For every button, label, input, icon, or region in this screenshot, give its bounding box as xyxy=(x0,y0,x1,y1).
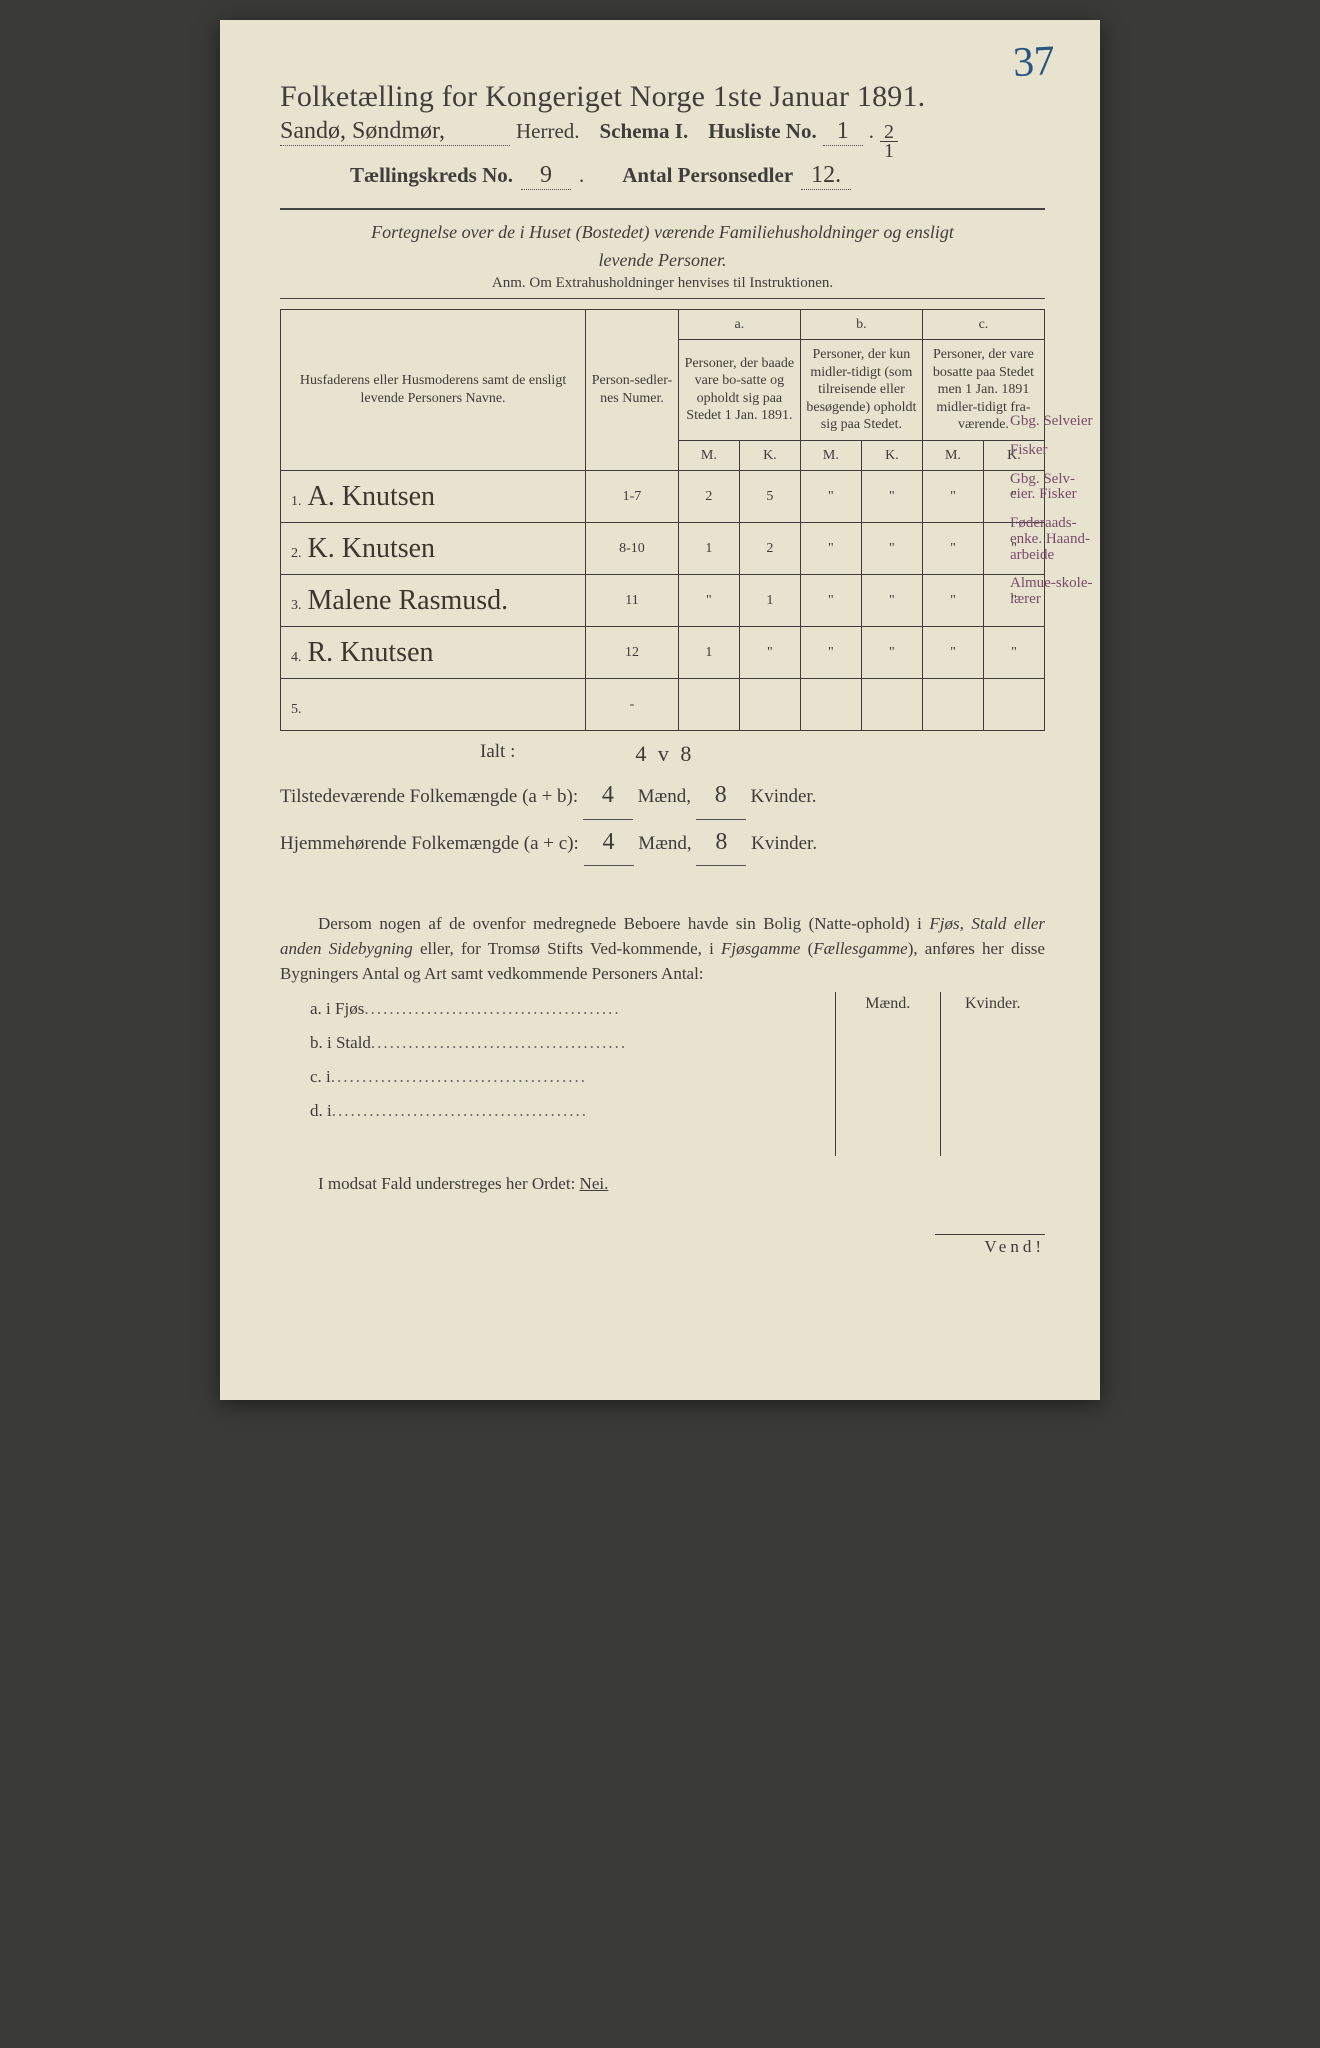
totals-l1-m: 4 xyxy=(583,773,633,820)
antal-no: 12. xyxy=(801,162,851,190)
totals-l2-label: Hjemmehørende Folkemængde (a + c): xyxy=(280,833,579,854)
husliste-no: 1 xyxy=(823,118,863,146)
census-form-page: 37 Folketælling for Kongeriget Norge 1st… xyxy=(220,20,1100,1400)
totals-l2-k: 8 xyxy=(696,820,746,867)
margin-note: Almue-skole-lærer xyxy=(1010,576,1094,608)
th-num: Person-sedler-nes Numer. xyxy=(586,309,679,471)
kreds-no: 9 xyxy=(521,162,571,190)
side-maend-header: Mænd. xyxy=(836,992,941,1020)
herred-label: Herred. xyxy=(516,119,580,144)
totals-l1-k: 8 xyxy=(696,773,746,820)
margin-note: Gbg. Selveier xyxy=(1010,414,1094,430)
totals-block: Tilstedeværende Folkemængde (a + b): 4 M… xyxy=(280,773,1045,866)
th-a-k: K. xyxy=(739,440,800,471)
separator xyxy=(280,208,1045,210)
margin-notes: Gbg. Selveier Fisker Gbg. Selv-eier. Fiske… xyxy=(1010,414,1094,621)
husliste-fraction: 2 1 xyxy=(880,123,898,160)
side-d: d. i xyxy=(310,1101,332,1120)
th-a-m: M. xyxy=(678,440,739,471)
fortegnelse-line1: Fortegnelse over de i Huset (Bostedet) v… xyxy=(280,220,1045,244)
margin-note: Fisker xyxy=(1010,443,1094,459)
ialt-handwritten: 4 v 8 xyxy=(635,741,691,767)
husliste-label: Husliste No. xyxy=(708,119,817,144)
th-c-m: M. xyxy=(922,440,983,471)
side-left: a. i Fjøs b. i Stald c. i d. i xyxy=(280,992,835,1156)
antal-label: Antal Personsedler xyxy=(622,163,793,188)
th-c-top: c. xyxy=(922,309,1044,340)
side-kvinder-header: Kvinder. xyxy=(941,992,1046,1020)
totals-l2-m: 4 xyxy=(584,820,634,867)
maend-label: Mænd, xyxy=(638,786,691,807)
page-number-handwritten: 37 xyxy=(1012,37,1056,87)
main-table: Husfaderens eller Husmoderens samt de en… xyxy=(280,309,1045,732)
th-name: Husfaderens eller Husmoderens samt de en… xyxy=(281,309,586,471)
header-line-2: Sandø, Søndmør, Herred. Schema I. Huslis… xyxy=(280,118,1045,160)
th-a: Personer, der baade vare bo-satte og oph… xyxy=(678,340,800,441)
table-row: 4.R. Knutsen121""""" xyxy=(281,627,1045,679)
fortegnelse-line2: levende Personer. xyxy=(280,248,1045,272)
margin-note: Gbg. Selv-eier. Fisker xyxy=(1010,472,1094,504)
totals-l1-label: Tilstedeværende Folkemængde (a + b): xyxy=(280,786,578,807)
side-table: a. i Fjøs b. i Stald c. i d. i Mænd. Kvi… xyxy=(280,992,1045,1156)
schema-label: Schema I. xyxy=(600,119,689,144)
table-row: 1.A. Knutsen1-725"""" xyxy=(281,471,1045,523)
husliste-frac-bot: 1 xyxy=(884,142,894,160)
th-b: Personer, der kun midler-tidigt (som til… xyxy=(800,340,922,441)
side-b: b. i Stald xyxy=(310,1033,371,1052)
kreds-label: Tællingskreds No. xyxy=(350,163,513,188)
ialt-row: Ialt : 4 v 8 xyxy=(280,741,1045,767)
header-line-3: Tællingskreds No. 9 . Antal Personsedler… xyxy=(280,162,1045,190)
anm-line: Anm. Om Extrahusholdninger henvises til … xyxy=(280,275,1045,292)
th-b-top: b. xyxy=(800,309,922,340)
maend-label: Mænd, xyxy=(638,833,691,854)
herred-handwritten: Sandø, Søndmør, xyxy=(280,118,510,146)
th-a-top: a. xyxy=(678,309,800,340)
table-row: 3.Malene Rasmusd.11"1"""" xyxy=(281,575,1045,627)
margin-note: Føderaads-enke. Haand-arbeide xyxy=(1010,516,1094,563)
kvinder-label: Kvinder. xyxy=(750,786,816,807)
side-right: Mænd. Kvinder. xyxy=(835,992,1045,1156)
form-title: Folketælling for Kongeriget Norge 1ste J… xyxy=(280,80,1045,114)
side-c: c. i xyxy=(310,1067,331,1086)
table-row: 2.K. Knutsen8-1012"""" xyxy=(281,523,1045,575)
th-b-m: M. xyxy=(800,440,861,471)
separator-thin xyxy=(280,298,1045,299)
paragraph-fjos: Dersom nogen af de ovenfor medregnede Be… xyxy=(280,912,1045,986)
table-row: 5.- xyxy=(281,679,1045,731)
vend-label: Vend! xyxy=(935,1234,1045,1257)
nei-line: I modsat Fald understreges her Ordet: Ne… xyxy=(280,1174,1045,1194)
th-b-k: K. xyxy=(861,440,922,471)
nei-word: Nei. xyxy=(580,1174,609,1193)
kvinder-label: Kvinder. xyxy=(751,833,817,854)
ialt-label: Ialt : xyxy=(480,741,515,767)
side-a: a. i Fjøs xyxy=(310,999,364,1018)
